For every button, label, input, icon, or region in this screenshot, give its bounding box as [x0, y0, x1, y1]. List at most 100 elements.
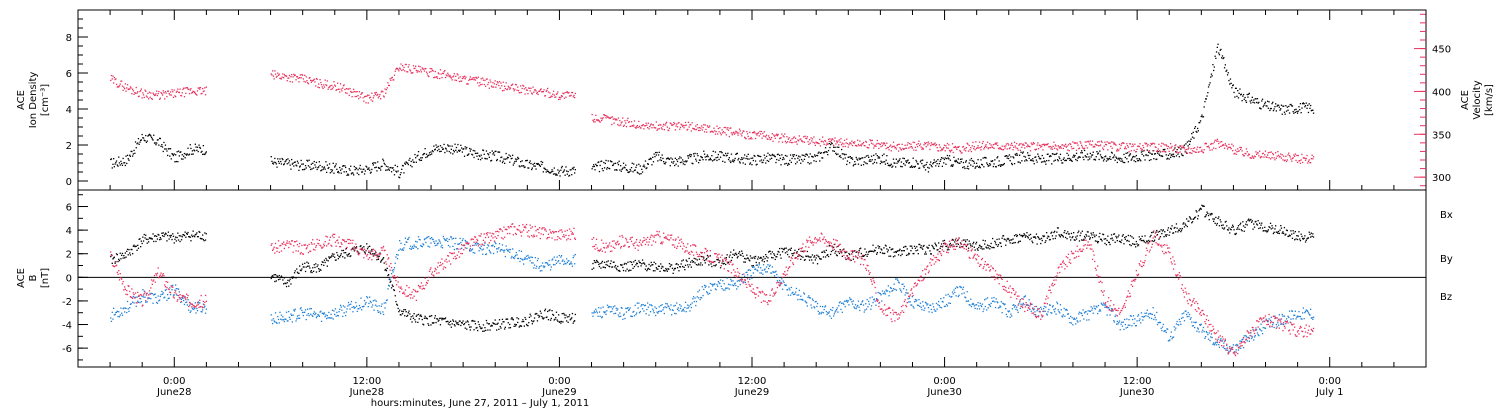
density-point [792, 154, 794, 156]
velocity-point [657, 124, 660, 126]
density-point [803, 154, 805, 156]
density-point [839, 155, 841, 157]
velocity-point [856, 145, 858, 147]
bx-point [847, 257, 849, 259]
density-point [649, 158, 651, 160]
velocity-point [1054, 147, 1056, 149]
velocity-point [1167, 145, 1170, 148]
bx-point [703, 257, 705, 259]
density-point [201, 150, 203, 152]
bx-point [337, 258, 339, 260]
velocity-point [899, 147, 901, 149]
velocity-point [503, 89, 505, 92]
density-point [529, 160, 531, 162]
density-point [1020, 151, 1022, 153]
bx-point [997, 244, 1000, 246]
velocity-point [1027, 144, 1029, 146]
density-point [1253, 102, 1256, 104]
bx-point [1125, 236, 1127, 238]
bx-point [625, 270, 627, 272]
velocity-point [355, 91, 357, 93]
velocity-point [803, 141, 806, 143]
bx-point [686, 260, 688, 262]
bx-point [1298, 231, 1300, 233]
velocity-point [1018, 144, 1020, 146]
bx-point [445, 321, 447, 323]
density-point [544, 168, 547, 171]
bx-point [1156, 234, 1159, 236]
bx-point [287, 279, 289, 281]
bx-point [492, 322, 494, 324]
velocity-point [665, 121, 668, 123]
velocity-point [628, 121, 630, 123]
bx-point [431, 322, 434, 324]
velocity-point [194, 91, 196, 93]
bx-point [559, 320, 561, 323]
density-point [1029, 154, 1031, 157]
density-point [1188, 140, 1190, 142]
bx-point [115, 261, 117, 263]
bx-point [858, 249, 860, 252]
velocity-point [473, 79, 475, 81]
bx-point [409, 313, 411, 315]
velocity-point [652, 124, 654, 126]
bx-point [546, 316, 548, 318]
density-point [1118, 157, 1120, 159]
bx-point [994, 242, 997, 244]
density-point [1309, 107, 1311, 109]
velocity-point [1180, 145, 1182, 147]
velocity-point [1123, 142, 1125, 144]
bx-point [876, 252, 878, 254]
bx-point [1256, 224, 1259, 226]
velocity-point [1304, 159, 1307, 161]
velocity-point [147, 92, 149, 95]
bx-point [740, 254, 742, 256]
density-point [332, 162, 334, 164]
velocity-point [824, 139, 826, 142]
velocity-point [318, 87, 320, 89]
density-point [307, 165, 310, 167]
velocity-point [318, 83, 320, 85]
velocity-point [174, 95, 176, 97]
bx-point [1299, 240, 1302, 242]
density-point [714, 158, 716, 161]
density-point [1177, 153, 1179, 155]
bx-point [1249, 219, 1251, 221]
density-point [203, 153, 205, 155]
bx-point [501, 318, 504, 320]
velocity-point [526, 89, 528, 91]
density-point [733, 161, 735, 163]
density-point [615, 169, 617, 171]
velocity-point [150, 97, 153, 100]
density-point [644, 160, 647, 162]
bx-point [1232, 224, 1234, 226]
bx-point [372, 253, 374, 255]
velocity-point [741, 135, 743, 137]
bx-point [1207, 214, 1210, 217]
velocity-point [182, 88, 184, 91]
bx-point [191, 235, 194, 238]
bx-point [1302, 237, 1304, 240]
bx-point [850, 259, 852, 261]
velocity-point [309, 76, 311, 79]
density-point [880, 160, 882, 162]
bx-point [306, 261, 308, 263]
velocity-point [379, 93, 381, 96]
bx-point [458, 320, 461, 322]
velocity-point [1106, 141, 1108, 143]
bx-point [204, 232, 206, 234]
density-point [857, 159, 859, 161]
velocity-point [995, 143, 997, 145]
density-point [1307, 111, 1310, 114]
velocity-point [710, 131, 712, 133]
density-point [682, 159, 684, 161]
density-point [787, 164, 789, 166]
density-point [1234, 87, 1237, 89]
bx-point [385, 270, 388, 272]
density-point [364, 170, 366, 172]
density-point [1198, 122, 1200, 124]
by-point [132, 301, 134, 303]
bx-point [781, 251, 784, 253]
velocity-point [598, 120, 600, 122]
density-point [382, 160, 385, 162]
